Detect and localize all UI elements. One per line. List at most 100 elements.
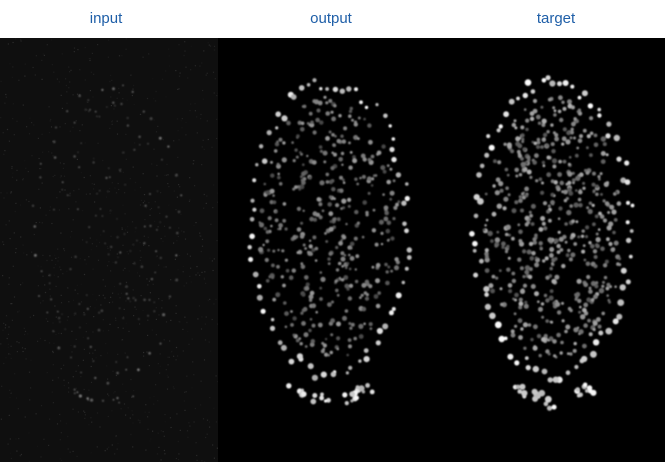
cell-nucleus [331, 133, 335, 137]
cell-nucleus [546, 209, 551, 214]
cell-nucleus [374, 242, 379, 247]
cell-nucleus [600, 193, 603, 196]
cell-nucleus [277, 248, 280, 252]
cell-nucleus [567, 306, 572, 311]
cell-nucleus [340, 256, 346, 262]
cell-nucleus [592, 189, 596, 193]
cell-nucleus [349, 106, 353, 111]
cell-nucleus [548, 274, 553, 278]
cell-nucleus [512, 297, 515, 301]
cell-nucleus [392, 217, 396, 221]
cell-nucleus [612, 230, 616, 235]
cell-nucleus [327, 353, 330, 357]
cell-nucleus [66, 110, 69, 113]
cell-nucleus [270, 317, 275, 322]
cell-nucleus [583, 282, 589, 288]
cell-nucleus [561, 301, 564, 305]
cell-nucleus [541, 123, 546, 127]
cell-nucleus [552, 106, 556, 110]
cell-nucleus [532, 237, 537, 242]
cell-nucleus [522, 147, 527, 152]
cell-nucleus [616, 313, 623, 320]
cell-nucleus [40, 270, 43, 273]
cell-nucleus [360, 153, 366, 159]
cell-nucleus [511, 278, 517, 284]
cell-nucleus [389, 167, 393, 171]
label-target[interactable]: target [536, 10, 576, 27]
cell-nucleus [129, 300, 131, 303]
cell-nucleus [120, 102, 123, 106]
cell-nucleus [524, 300, 528, 304]
cell-nucleus [388, 310, 394, 316]
cell-nucleus [335, 203, 340, 208]
cell-nucleus [116, 371, 119, 375]
cell-nucleus [77, 151, 79, 153]
cell-nucleus [354, 209, 359, 215]
cell-nucleus [588, 241, 592, 245]
cell-nucleus [73, 388, 76, 391]
cell-nucleus [566, 209, 572, 216]
cell-nucleus [312, 78, 317, 83]
cell-nucleus [39, 176, 42, 179]
cell-nucleus [477, 198, 484, 205]
cell-nucleus [543, 226, 548, 231]
cell-nucleus [378, 219, 384, 225]
cell-nucleus [531, 388, 538, 395]
cell-nucleus [611, 209, 617, 215]
label-input[interactable]: input [89, 10, 123, 27]
cell-nucleus [61, 189, 63, 191]
cell-nucleus [327, 302, 332, 307]
cell-nucleus [281, 249, 285, 253]
cell-nucleus [575, 387, 580, 392]
cell-nucleus [479, 258, 484, 264]
cell-nucleus [274, 218, 279, 223]
cell-nucleus [31, 204, 35, 207]
cell-nucleus [496, 128, 501, 133]
cell-nucleus [579, 305, 582, 309]
cell-nucleus [518, 305, 523, 310]
cell-nucleus [272, 194, 275, 197]
cell-nucleus [513, 312, 517, 316]
cell-nucleus [519, 383, 526, 390]
cell-nucleus [521, 137, 525, 141]
cell-nucleus [310, 398, 317, 405]
cell-nucleus [317, 322, 323, 328]
cell-nucleus [520, 208, 524, 213]
cell-nucleus [510, 149, 515, 154]
cell-nucleus [588, 286, 592, 290]
cell-nucleus [591, 203, 595, 207]
cell-nucleus [324, 352, 329, 357]
cell-nucleus [359, 100, 363, 105]
cell-nucleus [592, 249, 598, 254]
cell-nucleus [549, 266, 553, 271]
cell-nucleus [395, 172, 402, 178]
cell-nucleus [96, 192, 98, 195]
cell-nucleus [586, 385, 593, 391]
cell-nucleus [507, 233, 511, 237]
cell-nucleus [133, 148, 136, 151]
cell-nucleus [566, 130, 571, 136]
cell-nucleus [373, 294, 379, 299]
cell-nucleus [329, 350, 333, 355]
cell-nucleus [576, 278, 582, 284]
cell-nucleus [150, 277, 154, 281]
cell-nucleus [600, 246, 605, 252]
cell-nucleus [522, 275, 526, 279]
cell-nucleus [70, 356, 72, 359]
cell-nucleus [304, 345, 308, 348]
cell-nucleus [112, 101, 115, 104]
label-output[interactable]: output [310, 10, 352, 27]
cell-nucleus [54, 126, 58, 129]
cell-nucleus [549, 253, 554, 258]
cell-nucleus [354, 268, 357, 271]
cell-nucleus [525, 127, 529, 132]
cell-nucleus [573, 242, 578, 246]
input-image-panel [0, 38, 218, 462]
cell-nucleus [272, 200, 277, 205]
cell-nucleus [571, 121, 576, 127]
cell-nucleus [346, 86, 352, 92]
cell-nucleus [296, 206, 301, 211]
cell-nucleus [521, 390, 528, 397]
cell-nucleus [534, 233, 538, 238]
cell-nucleus [559, 117, 564, 123]
